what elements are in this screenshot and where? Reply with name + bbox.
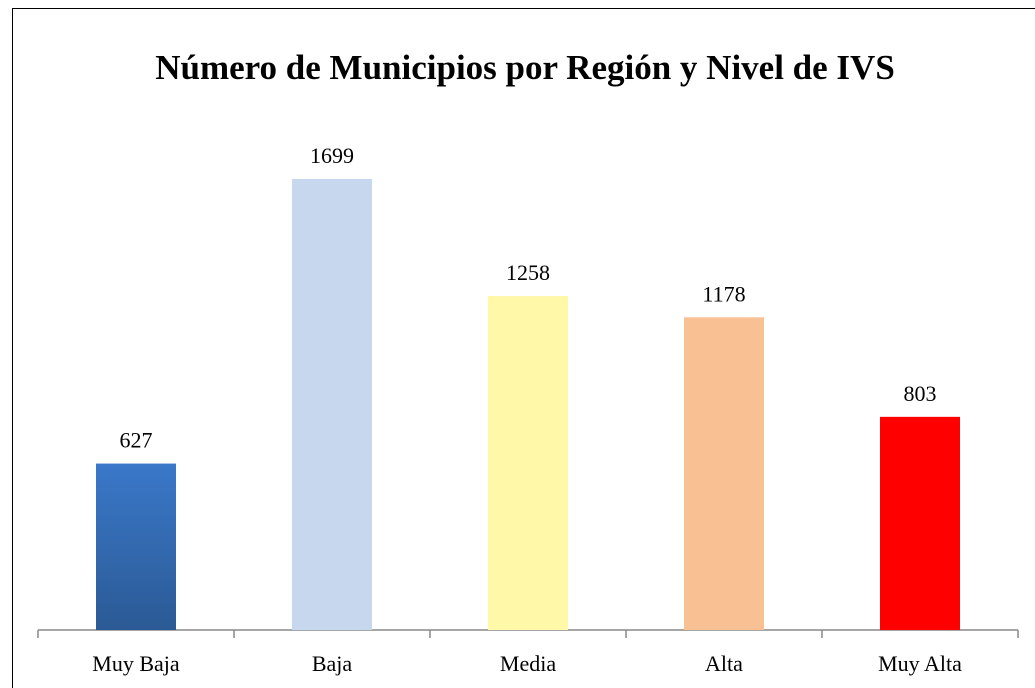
bar — [880, 416, 960, 630]
data-label: 627 — [120, 428, 153, 453]
x-tick-label: Alta — [705, 651, 743, 676]
x-tick-label: Muy Alta — [878, 651, 962, 676]
bar — [684, 317, 764, 630]
data-label: 1699 — [310, 143, 354, 168]
chart-border — [12, 8, 1035, 688]
data-label: 803 — [904, 381, 937, 406]
data-label: 1178 — [702, 281, 745, 306]
bar — [96, 463, 176, 630]
bar — [488, 296, 568, 630]
bar — [292, 179, 372, 630]
data-label: 1258 — [506, 260, 550, 285]
x-tick-label: Baja — [312, 651, 353, 676]
x-tick-label: Media — [500, 651, 556, 676]
x-tick-label: Muy Baja — [92, 651, 180, 676]
chart-title: Número de Municipios por Región y Nivel … — [155, 48, 895, 87]
